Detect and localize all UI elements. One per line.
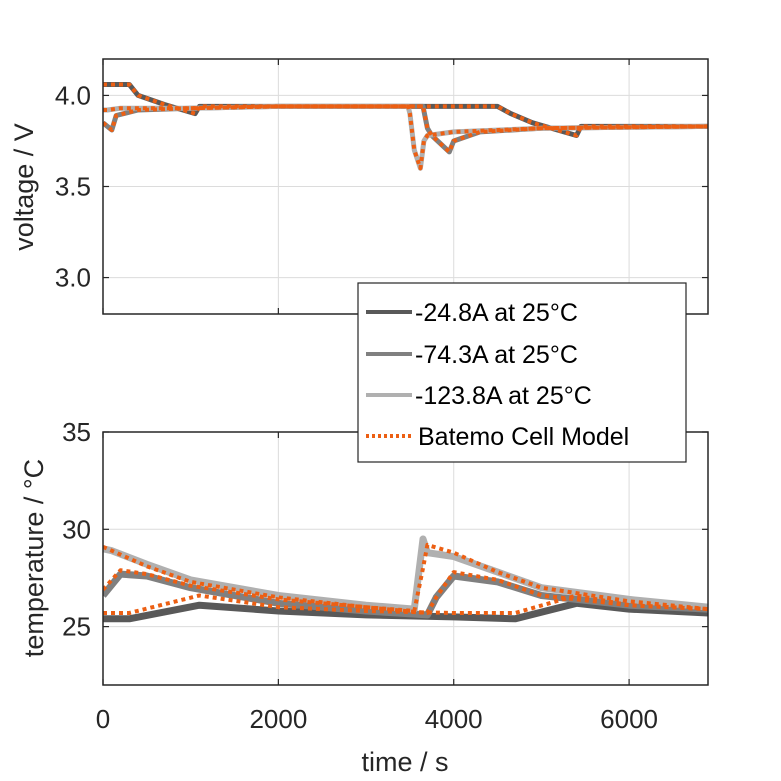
temperature-x-tick-labels: 0 2000 4000 6000 [96, 704, 658, 734]
temperature-y-tick-label: 35 [62, 417, 91, 447]
temperature-y-axis-label: temperature / °C [19, 459, 49, 657]
temperature-series-123-8a-at-25-c [103, 535, 708, 613]
legend-label-batemo-model: Batemo Cell Model [418, 423, 629, 451]
temperature-x-tick-label: 0 [96, 704, 110, 734]
time-x-axis-label: time / s [361, 747, 448, 777]
voltage-panel: 3.0 3.5 4.0 voltage / V [9, 58, 709, 315]
temperature-plot-area [103, 432, 708, 685]
voltage-series-batemo-cell-model [103, 104, 708, 154]
temperature-series-batemo-cell-model [103, 568, 708, 615]
temperature-y-tick-label: 30 [62, 514, 91, 544]
voltage-y-axis-label: voltage / V [9, 123, 39, 251]
legend-label-74-3a: -74.3A at 25°C [415, 341, 578, 369]
voltage-lines [103, 82, 708, 171]
voltage-y-tick-labels: 3.0 3.5 4.0 [55, 80, 91, 292]
legend-label-123-8a: -123.8A at 25°C [415, 382, 592, 410]
legend-label-24-8a: -24.8A at 25°C [415, 299, 578, 327]
voltage-series-batemo-cell-model [103, 82, 708, 138]
voltage-y-tick-label: 4.0 [55, 80, 91, 110]
legend-box [357, 282, 687, 463]
temperature-x-tick-label: 2000 [249, 704, 307, 734]
temperature-y-tick-label: 25 [62, 612, 91, 642]
voltage-series-batemo-cell-model [103, 104, 708, 171]
voltage-y-tick-label: 3.0 [55, 263, 91, 293]
temperature-x-tick-label: 4000 [425, 704, 483, 734]
temperature-lines [103, 535, 708, 623]
temperature-x-tick-label: 6000 [600, 704, 658, 734]
temperature-y-tick-labels: 25 30 35 [62, 417, 91, 642]
legend: -24.8A at 25°C -74.3A at 25°C -123.8A at… [357, 282, 687, 463]
temperature-panel: 25 30 35 0 2000 4000 6000 temperature / °C ti… [19, 417, 709, 777]
voltage-y-tick-label: 3.5 [55, 172, 91, 202]
